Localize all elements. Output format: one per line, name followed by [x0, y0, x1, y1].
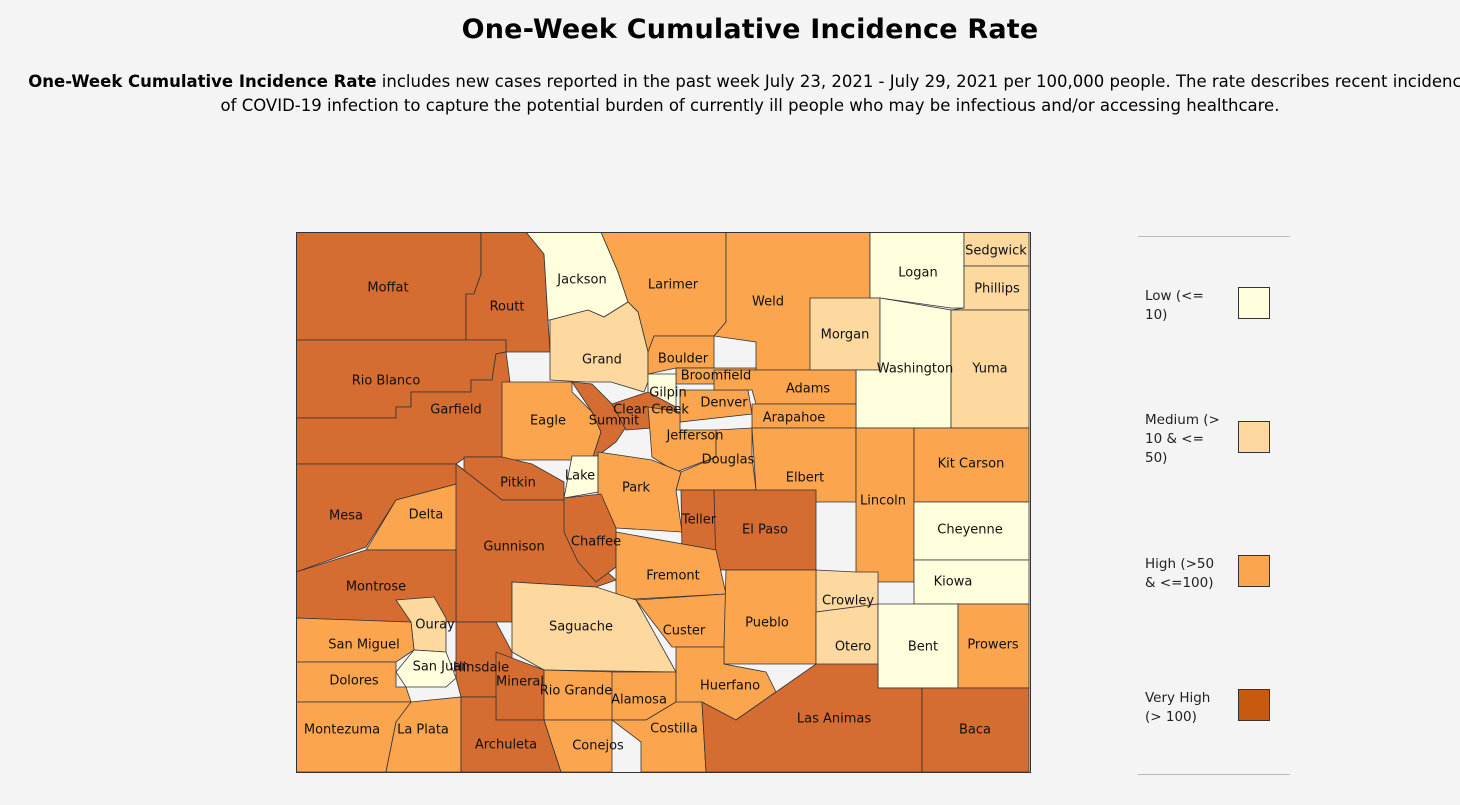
county-label-gilpin: Gilpin — [649, 386, 686, 401]
county-label-washington: Washington — [877, 362, 953, 377]
county-label-costilla: Costilla — [650, 722, 698, 737]
county-label-otero: Otero — [835, 640, 871, 655]
county-summit[interactable] — [571, 381, 627, 462]
county-label-elbert: Elbert — [786, 471, 825, 486]
county-label-alamosa: Alamosa — [611, 693, 667, 708]
county-san-miguel[interactable] — [296, 617, 415, 663]
county-label-lincoln: Lincoln — [860, 494, 906, 509]
county-label-jackson: Jackson — [556, 273, 606, 288]
county-label-routt: Routt — [490, 300, 525, 315]
county-label-lake: Lake — [565, 469, 595, 484]
county-label-douglas: Douglas — [702, 453, 755, 468]
county-label-adams: Adams — [786, 382, 831, 397]
county-label-rio-grande: Rio Grande — [540, 684, 613, 699]
county-label-dolores: Dolores — [329, 674, 379, 689]
county-label-el-paso: El Paso — [742, 523, 788, 538]
county-label-archuleta: Archuleta — [475, 738, 537, 753]
county-label-yuma: Yuma — [971, 362, 1007, 377]
county-label-fremont: Fremont — [646, 569, 700, 584]
legend-label-very-high: Very High (> 100) — [1145, 690, 1211, 725]
legend-swatch-very-high — [1238, 689, 1270, 721]
county-label-moffat: Moffat — [367, 281, 408, 296]
county-label-summit: Summit — [589, 414, 640, 429]
county-label-larimer: Larimer — [648, 278, 699, 293]
county-dolores[interactable] — [296, 661, 412, 703]
county-label-mesa: Mesa — [329, 509, 363, 524]
legend-swatch-low — [1238, 287, 1270, 319]
colorado-county-map: Moffat Routt Jackson Larimer Weld Logan Sedgwi… — [296, 232, 1032, 774]
county-label-chaffee: Chaffee — [571, 535, 621, 550]
county-label-teller: Teller — [681, 513, 717, 528]
legend-label-low: Low (<= 10) — [1145, 288, 1204, 323]
legend: Low (<= 10) Medium (> 10 & <= 50) High (… — [1138, 236, 1290, 775]
description-text: includes new cases reported in the past … — [220, 72, 1460, 115]
county-label-saguache: Saguache — [549, 620, 613, 635]
county-label-phillips: Phillips — [974, 282, 1020, 297]
legend-label-high: High (>50 & <=100) — [1145, 556, 1215, 591]
county-label-pitkin: Pitkin — [500, 476, 536, 491]
legend-label-medium: Medium (> 10 & <= 50) — [1145, 412, 1220, 466]
county-label-ouray: Ouray — [415, 618, 455, 633]
county-label-broomfield: Broomfield — [681, 369, 752, 384]
county-label-park: Park — [622, 481, 651, 496]
county-label-sedgwick: Sedgwick — [965, 244, 1027, 259]
county-label-las-animas: Las Animas — [797, 712, 871, 727]
county-label-grand: Grand — [582, 353, 622, 368]
county-label-huerfano: Huerfano — [700, 679, 760, 694]
county-label-hinsdale: Hinsdale — [453, 661, 509, 676]
county-label-denver: Denver — [700, 396, 748, 411]
county-label-pueblo: Pueblo — [745, 616, 789, 631]
county-label-la-plata: La Plata — [397, 723, 449, 738]
county-label-weld: Weld — [752, 295, 784, 310]
county-label-montrose: Montrose — [346, 580, 406, 595]
map-svg: Moffat Routt Jackson Larimer Weld Logan Sedgwi… — [296, 232, 1031, 773]
county-chaffee[interactable] — [563, 493, 617, 583]
county-label-rio-blanco: Rio Blanco — [352, 374, 421, 389]
county-label-custer: Custer — [663, 624, 706, 639]
county-label-logan: Logan — [898, 266, 937, 281]
county-label-jefferson: Jefferson — [665, 429, 723, 444]
county-label-san-juan: San Juan — [413, 660, 470, 675]
county-label-kit-carson: Kit Carson — [938, 457, 1005, 472]
county-label-morgan: Morgan — [821, 328, 870, 343]
county-pueblo[interactable] — [723, 569, 817, 665]
state-border — [296, 232, 1031, 773]
county-label-kiowa: Kiowa — [934, 575, 973, 590]
county-label-gunnison: Gunnison — [483, 540, 544, 555]
county-label-delta: Delta — [409, 508, 444, 523]
county-label-cheyenne: Cheyenne — [937, 523, 1002, 538]
county-label-arapahoe: Arapahoe — [763, 411, 826, 426]
legend-swatch-high — [1238, 555, 1270, 587]
county-label-eagle: Eagle — [530, 414, 566, 429]
description: One-Week Cumulative Incidence Rate inclu… — [20, 70, 1460, 118]
county-label-boulder: Boulder — [658, 352, 709, 367]
county-label-clear-creek: Clear Creek — [613, 403, 689, 418]
description-bold: One-Week Cumulative Incidence Rate — [28, 72, 377, 91]
county-label-baca: Baca — [959, 723, 991, 738]
county-label-montezuma: Montezuma — [304, 723, 380, 738]
county-label-conejos: Conejos — [572, 739, 624, 754]
legend-swatch-medium — [1238, 421, 1270, 453]
county-label-crowley: Crowley — [822, 594, 874, 609]
page-title: One-Week Cumulative Incidence Rate — [461, 14, 1039, 45]
county-label-mineral: Mineral — [496, 675, 544, 690]
county-label-garfield: Garfield — [430, 403, 481, 418]
county-label-prowers: Prowers — [967, 638, 1019, 653]
county-label-san-miguel: San Miguel — [328, 638, 400, 653]
county-label-bent: Bent — [908, 640, 938, 655]
county-garfield[interactable] — [296, 351, 511, 465]
